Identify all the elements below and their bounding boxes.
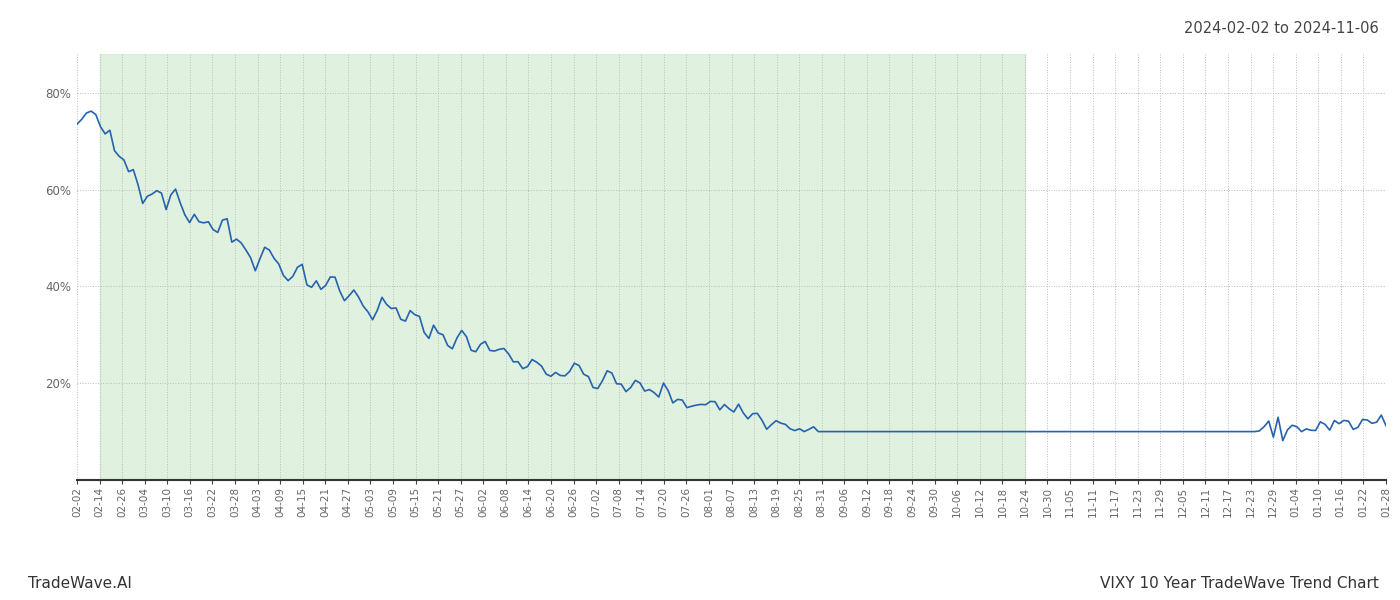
Bar [99, 54, 1025, 480]
Text: 2024-02-02 to 2024-11-06: 2024-02-02 to 2024-11-06 [1184, 21, 1379, 36]
Text: TradeWave.AI: TradeWave.AI [28, 576, 132, 591]
Text: VIXY 10 Year TradeWave Trend Chart: VIXY 10 Year TradeWave Trend Chart [1100, 576, 1379, 591]
